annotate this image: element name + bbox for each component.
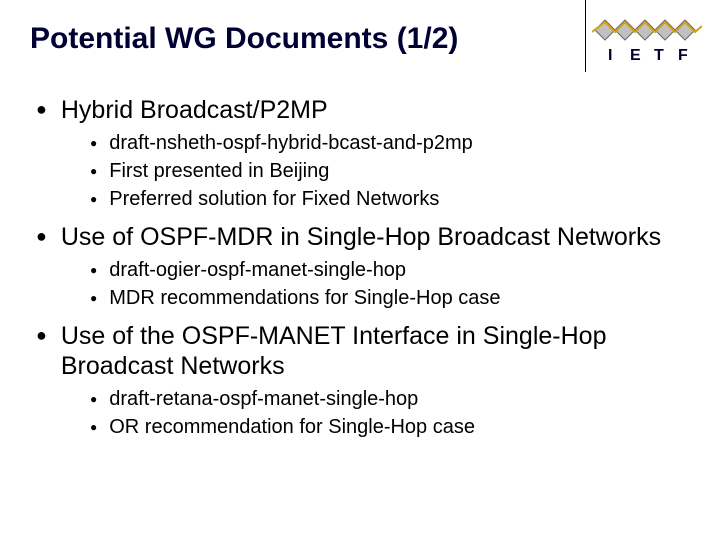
sub-list: ● draft-nsheth-ospf-hybrid-bcast-and-p2m…	[90, 131, 690, 212]
svg-text:E: E	[630, 47, 641, 64]
bullet-icon: ●	[90, 159, 97, 183]
sub-list-item-text: First presented in Beijing	[109, 159, 329, 184]
sub-list: ● draft-retana-ospf-manet-single-hop ● O…	[90, 387, 690, 440]
bullet-icon: ●	[90, 131, 97, 155]
header-divider	[585, 0, 586, 72]
bullet-icon: ●	[36, 222, 47, 250]
bullet-icon: ●	[90, 258, 97, 282]
list-item-text: Use of the OSPF-MANET Interface in Singl…	[61, 321, 690, 381]
list-item: ● Use of the OSPF-MANET Interface in Sin…	[36, 321, 690, 381]
sub-list-item: ● Preferred solution for Fixed Networks	[90, 187, 690, 212]
sub-list-item: ● draft-nsheth-ospf-hybrid-bcast-and-p2m…	[90, 131, 690, 156]
sub-list-item-text: OR recommendation for Single-Hop case	[109, 415, 475, 440]
bullet-icon: ●	[36, 321, 47, 349]
bullet-icon: ●	[90, 415, 97, 439]
bullet-icon: ●	[90, 286, 97, 310]
bullet-icon: ●	[90, 387, 97, 411]
sub-list: ● draft-ogier-ospf-manet-single-hop ● MD…	[90, 258, 690, 311]
svg-text:F: F	[678, 47, 688, 64]
list-item-text: Hybrid Broadcast/P2MP	[61, 95, 328, 125]
sub-list-item: ● First presented in Beijing	[90, 159, 690, 184]
bullet-icon: ●	[90, 187, 97, 211]
sub-list-item-text: Preferred solution for Fixed Networks	[109, 187, 439, 212]
sub-list-item: ● draft-retana-ospf-manet-single-hop	[90, 387, 690, 412]
slide-title: Potential WG Documents (1/2)	[30, 22, 458, 56]
list-item-text: Use of OSPF-MDR in Single-Hop Broadcast …	[61, 222, 661, 252]
diamond-row-icon	[592, 20, 702, 40]
bullet-icon: ●	[36, 95, 47, 123]
list-item: ● Use of OSPF-MDR in Single-Hop Broadcas…	[36, 222, 690, 252]
svg-text:I: I	[608, 47, 612, 64]
sub-list-item-text: draft-retana-ospf-manet-single-hop	[109, 387, 418, 412]
sub-list-item: ● OR recommendation for Single-Hop case	[90, 415, 690, 440]
slide-body: ● Hybrid Broadcast/P2MP ● draft-nsheth-o…	[36, 85, 690, 448]
sub-list-item-text: draft-nsheth-ospf-hybrid-bcast-and-p2mp	[109, 131, 473, 156]
list-item: ● Hybrid Broadcast/P2MP	[36, 95, 690, 125]
sub-list-item-text: MDR recommendations for Single-Hop case	[109, 286, 500, 311]
sub-list-item: ● draft-ogier-ospf-manet-single-hop	[90, 258, 690, 283]
ietf-logo: I E T F	[592, 8, 702, 68]
sub-list-item-text: draft-ogier-ospf-manet-single-hop	[109, 258, 406, 283]
sub-list-item: ● MDR recommendations for Single-Hop cas…	[90, 286, 690, 311]
svg-text:T: T	[654, 47, 664, 64]
